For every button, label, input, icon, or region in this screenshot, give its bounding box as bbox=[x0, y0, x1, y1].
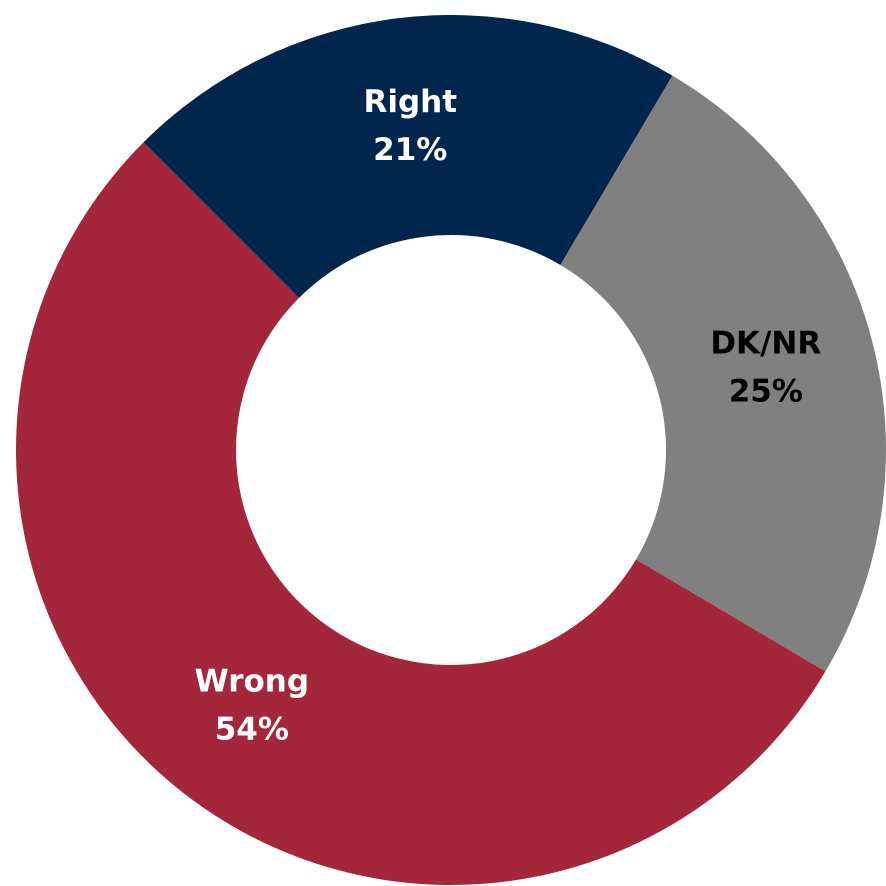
donut-segment bbox=[16, 142, 826, 885]
donut-segment bbox=[143, 14, 673, 298]
segment-value-label: 25% bbox=[729, 374, 803, 410]
segment-label: Wrong bbox=[195, 663, 310, 699]
segment-value-label: 21% bbox=[373, 132, 447, 168]
segment-label: DK/NR bbox=[710, 326, 821, 362]
donut-segment bbox=[560, 75, 886, 672]
segment-value-label: 54% bbox=[215, 711, 289, 747]
segment-label: Right bbox=[363, 84, 457, 120]
